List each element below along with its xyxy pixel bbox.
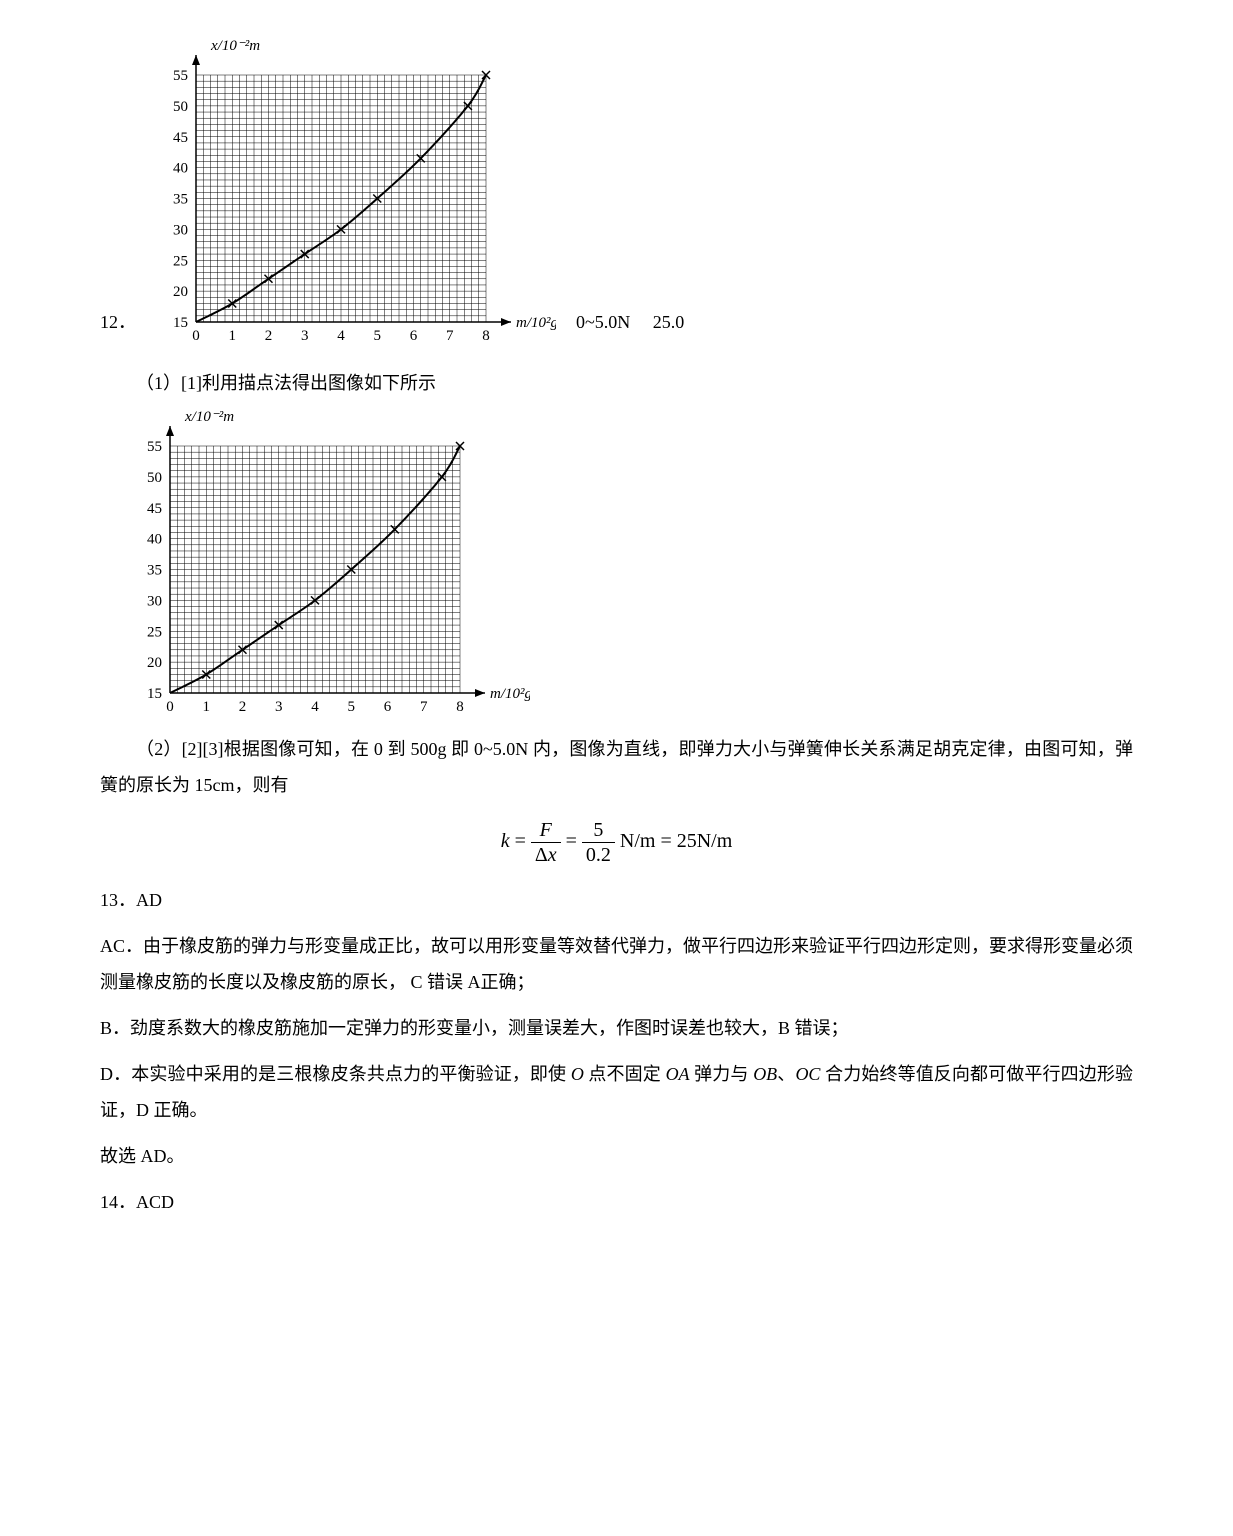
q14-answer: ACD: [136, 1192, 174, 1212]
q14-number: 14．: [100, 1192, 136, 1212]
svg-text:25: 25: [173, 253, 188, 269]
svg-text:15: 15: [147, 686, 162, 702]
q13-ac: AC．由于橡皮筋的弹力与形变量成正比，故可以用形变量等效替代弹力，做平行四边形来…: [100, 928, 1133, 1000]
svg-text:6: 6: [384, 699, 392, 715]
svg-text:50: 50: [147, 470, 162, 486]
svg-text:15: 15: [173, 315, 188, 331]
svg-text:35: 35: [147, 563, 162, 579]
svg-text:7: 7: [446, 328, 454, 344]
svg-text:x/10⁻²m: x/10⁻²m: [210, 40, 260, 54]
svg-text:20: 20: [173, 284, 188, 300]
q13-b: B．劲度系数大的橡皮筋施加一定弹力的形变量小，测量误差大，作图时误差也较大，B …: [100, 1010, 1133, 1046]
svg-text:0: 0: [192, 328, 200, 344]
svg-text:25: 25: [147, 624, 162, 640]
frac-2: 5 0.2: [582, 818, 615, 867]
svg-text:30: 30: [147, 593, 162, 609]
q13-conclusion: 故选 AD。: [100, 1138, 1133, 1174]
svg-text:2: 2: [265, 328, 273, 344]
svg-text:5: 5: [374, 328, 382, 344]
q13-d-O: O: [571, 1064, 584, 1084]
formula-k: k: [501, 830, 510, 852]
frac1-num: F: [531, 818, 561, 843]
frac2-den: 0.2: [582, 843, 615, 867]
svg-text:5: 5: [348, 699, 356, 715]
svg-text:35: 35: [173, 192, 188, 208]
chart-1: 012345678152025303540455055x/10⁻²mm/10²g: [156, 40, 556, 350]
svg-text:45: 45: [147, 501, 162, 517]
q12-formula: k = F Δx = 5 0.2 N/m = 25N/m: [100, 818, 1133, 867]
q12-sub2: （2）[2][3]根据图像可知，在 0 到 500g 即 0~5.0N 内，图像…: [100, 731, 1133, 803]
q12-ans-1: 0~5.0N: [576, 312, 630, 332]
svg-text:1: 1: [229, 328, 237, 344]
q12-answers: 0~5.0N 25.0: [576, 304, 684, 350]
q13-header: 13．AD: [100, 882, 1133, 918]
svg-text:20: 20: [147, 655, 162, 671]
q13-d-OC: OC: [795, 1064, 820, 1084]
q13-answer: AD: [136, 890, 162, 910]
svg-text:55: 55: [147, 439, 162, 455]
svg-text:40: 40: [173, 161, 188, 177]
svg-text:0: 0: [166, 699, 174, 715]
q13-d-pre: D．本实验中采用的是三根橡皮条共点力的平衡验证，即使: [100, 1064, 571, 1084]
svg-text:2: 2: [239, 699, 247, 715]
q13-d-m1: 点不固定: [584, 1064, 666, 1084]
q13-d-OB: OB: [753, 1064, 777, 1084]
q14-header: 14．ACD: [100, 1184, 1133, 1220]
svg-text:3: 3: [275, 699, 283, 715]
frac-1: F Δx: [531, 818, 561, 867]
svg-text:50: 50: [173, 99, 188, 115]
q12-sub1: （1）[1]利用描点法得出图像如下所示: [100, 365, 1133, 401]
svg-text:6: 6: [410, 328, 418, 344]
chart-2: 012345678152025303540455055x/10⁻²mm/10²g: [130, 411, 1133, 721]
q13-d-m3: 、: [777, 1064, 795, 1084]
svg-text:8: 8: [482, 328, 490, 344]
q13-d-OA: OA: [666, 1064, 690, 1084]
q12-top-row: 12． 012345678152025303540455055x/10⁻²mm/…: [100, 40, 1133, 350]
chart-2-wrap: 012345678152025303540455055x/10⁻²mm/10²g: [130, 411, 1133, 721]
svg-text:m/10²g: m/10²g: [516, 315, 556, 331]
q13-d: D．本实验中采用的是三根橡皮条共点力的平衡验证，即使 O 点不固定 OA 弹力与…: [100, 1056, 1133, 1128]
svg-text:30: 30: [173, 222, 188, 238]
frac2-num: 5: [582, 818, 615, 843]
svg-text:8: 8: [456, 699, 464, 715]
svg-text:1: 1: [203, 699, 211, 715]
q12-ans-2: 25.0: [653, 312, 685, 332]
q13-d-m2: 弹力与: [690, 1064, 754, 1084]
q12-number: 12．: [100, 304, 136, 350]
svg-text:m/10²g: m/10²g: [490, 686, 530, 702]
frac1-den: Δx: [531, 843, 561, 867]
q13-number: 13．: [100, 890, 136, 910]
svg-text:55: 55: [173, 68, 188, 84]
svg-text:7: 7: [420, 699, 428, 715]
svg-text:4: 4: [337, 328, 345, 344]
svg-text:x/10⁻²m: x/10⁻²m: [184, 411, 234, 425]
svg-text:4: 4: [311, 699, 319, 715]
svg-text:3: 3: [301, 328, 309, 344]
svg-text:40: 40: [147, 532, 162, 548]
svg-text:45: 45: [173, 130, 188, 146]
